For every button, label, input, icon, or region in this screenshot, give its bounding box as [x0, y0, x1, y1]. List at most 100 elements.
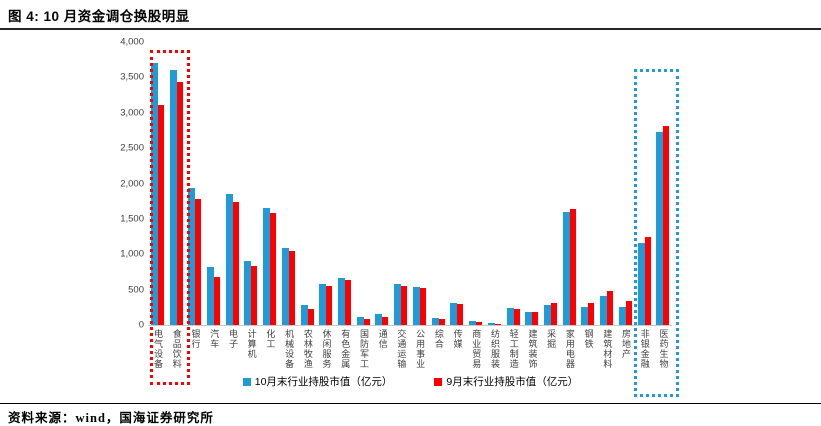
- category-label: 计算机: [246, 329, 257, 359]
- category-cell: 采掘: [541, 329, 560, 369]
- bar-group: [354, 42, 373, 325]
- bar-september: [419, 288, 426, 325]
- bar-group: [410, 42, 429, 325]
- bar-group: [597, 42, 616, 325]
- bar-group: [448, 42, 467, 325]
- category-cell: 有色金属: [335, 329, 354, 369]
- bar-group: [185, 42, 204, 325]
- bar-october: [581, 306, 589, 325]
- category-cell: 通信: [373, 329, 392, 369]
- bar-group: [148, 42, 167, 325]
- bar-september: [288, 250, 295, 325]
- bar-september: [214, 276, 221, 325]
- bar-october: [375, 314, 383, 325]
- category-label: 传媒: [452, 329, 463, 349]
- category-label: 化工: [265, 329, 276, 349]
- bar-group: [223, 42, 242, 325]
- category-cell: 传媒: [448, 329, 467, 369]
- bar-group: [260, 42, 279, 325]
- bar-group: [653, 42, 672, 325]
- category-cell: 化工: [260, 329, 279, 369]
- category-cell: 电气设备: [148, 329, 167, 369]
- bar-september: [270, 212, 277, 325]
- category-label: 农林牧渔: [302, 329, 313, 369]
- bar-group: [391, 42, 410, 325]
- x-axis-category-labels: 电气设备 食品饮料 银行 汽车 电子 计算机 化工 机械设备 农林牧渔 休闲服务 有色金属 国防军工通…: [148, 329, 672, 369]
- legend-label-september: 9月末行业持股市值（亿元）: [446, 376, 579, 388]
- category-cell: 公用事业: [410, 329, 429, 369]
- bar-group: [316, 42, 335, 325]
- bar-group: [522, 42, 541, 325]
- bar-september: [307, 309, 314, 325]
- bar-october: [412, 286, 420, 325]
- bar-october: [356, 316, 364, 325]
- category-label: 非银金融: [639, 329, 650, 369]
- bar-september: [438, 319, 445, 325]
- category-label: 交通运输: [396, 329, 407, 369]
- category-cell: 国防军工: [354, 329, 373, 369]
- bar-october: [188, 187, 196, 325]
- y-axis-tick-label: 3,000: [120, 107, 144, 119]
- figure-title: 图 4: 10 月资金调仓换股明显: [8, 9, 190, 24]
- bar-september: [232, 201, 239, 325]
- bar-september: [625, 300, 632, 325]
- bar-october: [525, 311, 533, 325]
- legend-label-october: 10月末行业持股市值（亿元）: [254, 376, 393, 388]
- bar-october: [281, 247, 289, 325]
- bar-group: [504, 42, 523, 325]
- bar-september: [494, 323, 501, 325]
- category-cell: 食品饮料: [167, 329, 186, 369]
- category-cell: 轻工制造: [504, 329, 523, 369]
- bar-group: [579, 42, 598, 325]
- bar-september: [663, 125, 670, 325]
- legend-swatch-red: [434, 377, 443, 386]
- footer-divider: [0, 403, 821, 404]
- category-cell: 计算机: [242, 329, 261, 369]
- bar-group: [635, 42, 654, 325]
- bar-september: [513, 309, 520, 325]
- bar-october: [300, 304, 308, 325]
- bar-group: [167, 42, 186, 325]
- bar-september: [382, 316, 389, 325]
- bar-october: [244, 261, 252, 325]
- category-cell: 医药生物: [653, 329, 672, 369]
- category-label: 通信: [377, 329, 388, 349]
- bar-september: [644, 236, 651, 325]
- bar-september: [363, 318, 370, 325]
- category-label: 公用事业: [415, 329, 426, 369]
- bar-october: [394, 284, 402, 325]
- bar-september: [326, 286, 333, 325]
- category-label: 商业贸易: [471, 329, 482, 369]
- bar-groups: [148, 42, 672, 325]
- bar-october: [487, 322, 495, 325]
- category-cell: 交通运输: [391, 329, 410, 369]
- bar-october: [263, 208, 271, 325]
- category-cell: 房地产: [616, 329, 635, 369]
- category-cell: 休闲服务: [316, 329, 335, 369]
- category-cell: 纺织服装: [485, 329, 504, 369]
- bar-october: [207, 267, 215, 325]
- category-label: 综合: [433, 329, 444, 349]
- category-cell: 汽车: [204, 329, 223, 369]
- bar-september: [195, 199, 202, 325]
- category-label: 有色金属: [340, 329, 351, 369]
- bar-group: [335, 42, 354, 325]
- category-cell: 商业贸易: [466, 329, 485, 369]
- bar-october: [562, 211, 570, 325]
- bar-september: [550, 303, 557, 325]
- bar-october: [600, 295, 608, 325]
- bar-october: [338, 278, 346, 325]
- bar-september: [569, 209, 576, 325]
- legend-swatch-blue: [242, 377, 251, 386]
- category-label: 房地产: [621, 329, 632, 359]
- bar-october: [469, 320, 477, 325]
- y-axis-tick-label: 0: [138, 319, 144, 331]
- legend-item-october: 10月末行业持股市值（亿元）: [242, 374, 393, 389]
- category-label: 家用电器: [564, 329, 575, 369]
- category-cell: 非银金融: [635, 329, 654, 369]
- category-label: 采掘: [546, 329, 557, 349]
- bar-september: [176, 82, 183, 325]
- bar-october: [169, 70, 177, 325]
- bar-group: [560, 42, 579, 325]
- highlight-box-red: [149, 50, 190, 385]
